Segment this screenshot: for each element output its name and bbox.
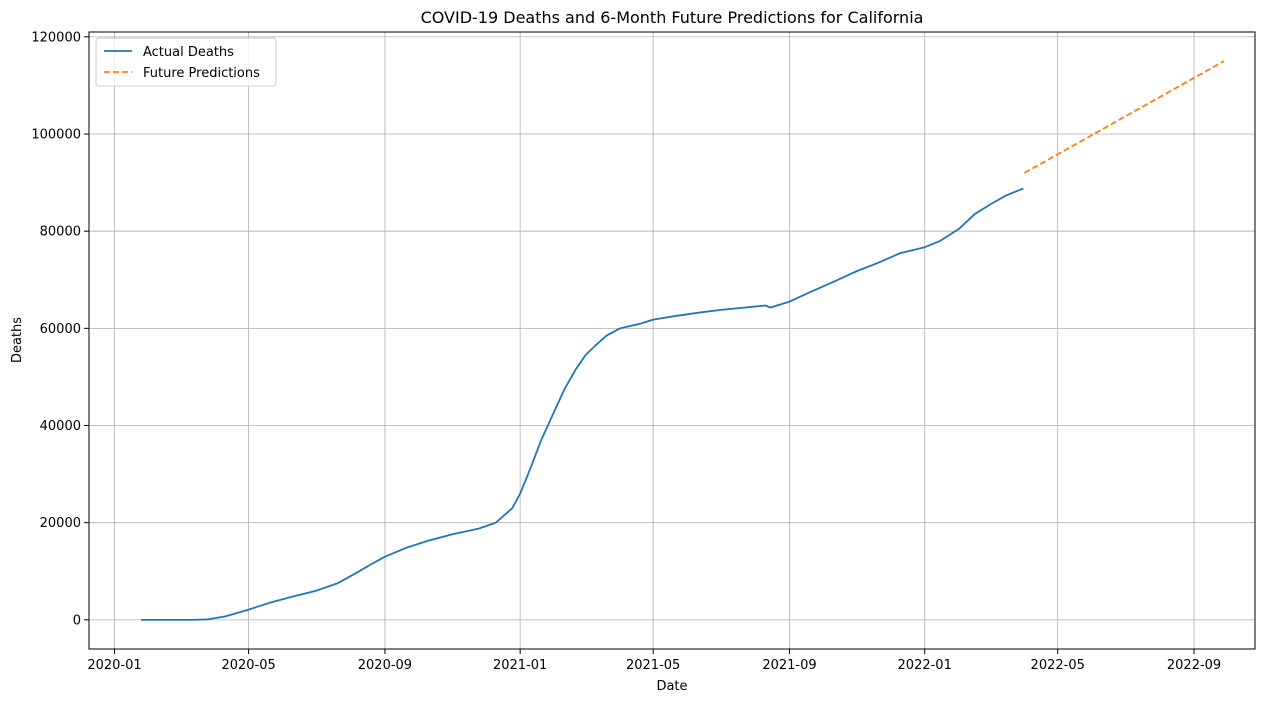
- series-layer: [141, 60, 1225, 621]
- legend-box: [95, 37, 277, 87]
- legend: Actual Deaths Future Predictions: [95, 37, 277, 87]
- legend-label-predictions: Future Predictions: [143, 66, 260, 81]
- x-tick-label: 2021-05: [626, 658, 680, 673]
- x-tick-label: 2020-09: [358, 658, 412, 673]
- x-tick-label: 2022-09: [1167, 658, 1221, 673]
- y-tick-label: 20000: [40, 516, 81, 531]
- y-tick-label: 60000: [40, 322, 81, 337]
- x-tick-label: 2021-01: [493, 658, 547, 673]
- y-axis-label: Deaths: [10, 317, 25, 363]
- plot-frame: [88, 31, 1256, 650]
- chart-title: COVID-19 Deaths and 6-Month Future Predi…: [421, 8, 924, 27]
- x-tick-label: 2020-01: [87, 658, 141, 673]
- x-axis-label: Date: [656, 679, 687, 694]
- series-line-actual-deaths: [141, 187, 1024, 621]
- y-tick-label: 80000: [40, 225, 81, 240]
- x-tick-label: 2022-01: [898, 658, 952, 673]
- y-tick-label: 0: [73, 613, 81, 628]
- y-tick-label: 100000: [31, 128, 81, 143]
- x-tick-label: 2021-09: [762, 658, 816, 673]
- x-tick-label: 2022-05: [1031, 658, 1085, 673]
- y-tick-label: 120000: [31, 30, 81, 45]
- legend-label-actual: Actual Deaths: [143, 45, 234, 60]
- y-tick-label: 40000: [40, 419, 81, 434]
- grid: [89, 32, 1255, 649]
- x-tick-label: 2020-05: [221, 658, 275, 673]
- ticks: 2020-01 2020-05 2020-09 2021-01 2021-05 2021-…: [31, 30, 1221, 673]
- series-line-future-predictions: [1024, 60, 1225, 174]
